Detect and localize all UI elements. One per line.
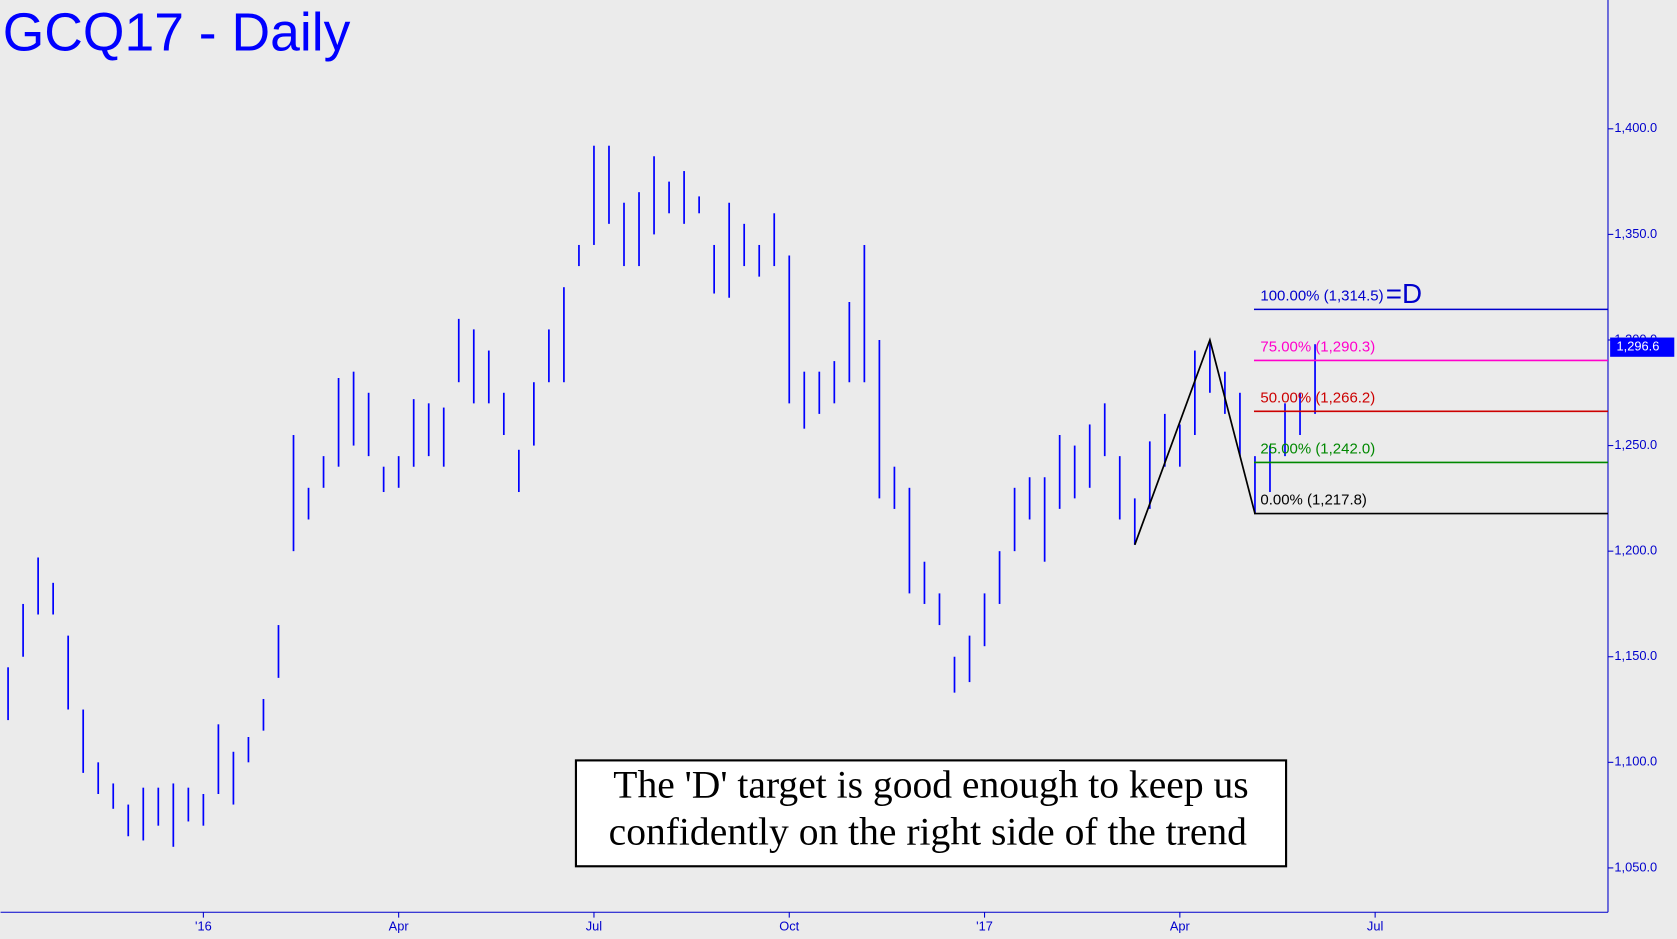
x-tick-label: Apr — [389, 919, 410, 934]
y-tick-label: 1,150.0 — [1614, 648, 1657, 663]
target-label: =D — [1386, 278, 1422, 309]
last-price-label: 1,296.6 — [1617, 339, 1660, 354]
chart-title: GCQ17 - Daily — [3, 3, 351, 62]
x-tick-label: '17 — [976, 919, 993, 934]
y-tick-label: 1,200.0 — [1614, 543, 1657, 558]
y-tick-label: 1,050.0 — [1614, 859, 1657, 874]
annotation-box — [574, 759, 1288, 868]
annotation-line: The 'D' target is good enough to keep us — [613, 762, 1248, 806]
x-tick-label: Oct — [779, 919, 799, 934]
level-label: 50.00% (1,266.2) — [1260, 389, 1375, 406]
x-tick-label: Jul — [586, 919, 602, 934]
x-tick-label: Apr — [1170, 919, 1191, 934]
level-label: 100.00% (1,314.5) — [1260, 287, 1383, 304]
x-tick-label: Jul — [1367, 919, 1383, 934]
last-price-tag — [1610, 337, 1675, 357]
y-tick-label: 1,350.0 — [1614, 226, 1657, 241]
level-label: 0.00% (1,217.8) — [1260, 492, 1367, 509]
pattern-line — [1133, 337, 1256, 546]
y-tick-label: 1,100.0 — [1614, 754, 1657, 769]
y-tick-label: 1,250.0 — [1614, 437, 1657, 452]
y-tick-label: 1,400.0 — [1614, 120, 1657, 135]
annotation-line: confidently on the right side of the tre… — [609, 809, 1248, 853]
x-tick-label: '16 — [195, 919, 212, 934]
level-label: 25.00% (1,242.0) — [1260, 441, 1375, 458]
level-label: 75.00% (1,290.3) — [1260, 339, 1375, 356]
